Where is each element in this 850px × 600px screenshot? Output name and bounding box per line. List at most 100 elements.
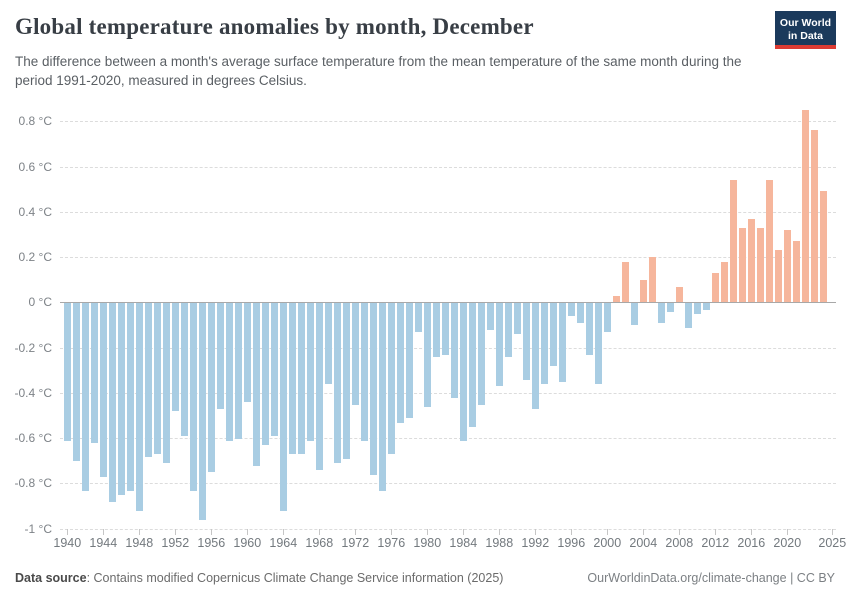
bar-2006[interactable] <box>657 302 665 324</box>
bar-1998[interactable] <box>585 302 593 355</box>
bar-1944[interactable] <box>99 302 107 478</box>
bar-1962[interactable] <box>261 302 269 446</box>
bar-1968[interactable] <box>315 302 323 471</box>
x-tick-label: 1960 <box>233 536 262 550</box>
bar-2021[interactable] <box>792 241 800 303</box>
bar-2020[interactable] <box>783 229 791 303</box>
x-tick <box>139 528 141 535</box>
bar-1948[interactable] <box>135 302 143 511</box>
bar-1981[interactable] <box>432 302 440 358</box>
bar-1956[interactable] <box>207 302 215 473</box>
bar-2005[interactable] <box>648 257 656 303</box>
bar-1960[interactable] <box>243 302 251 403</box>
bar-1952[interactable] <box>171 302 179 412</box>
bar-1982[interactable] <box>441 302 449 355</box>
bar-2000[interactable] <box>603 302 611 333</box>
bar-2024[interactable] <box>819 191 827 303</box>
bar-1959[interactable] <box>234 302 242 439</box>
bar-2002[interactable] <box>621 261 629 303</box>
owid-link[interactable]: OurWorldinData.org/climate-change <box>587 571 787 585</box>
bar-1992[interactable] <box>531 302 539 410</box>
bar-1953[interactable] <box>180 302 188 437</box>
bar-2013[interactable] <box>720 261 728 303</box>
bar-1941[interactable] <box>72 302 80 462</box>
bar-1983[interactable] <box>450 302 458 398</box>
bar-1961[interactable] <box>252 302 260 466</box>
bar-2009[interactable] <box>684 302 692 328</box>
bar-1966[interactable] <box>297 302 305 455</box>
bar-1957[interactable] <box>216 302 224 410</box>
bar-2001[interactable] <box>612 295 620 303</box>
bar-1946[interactable] <box>117 302 125 496</box>
bar-1985[interactable] <box>468 302 476 428</box>
bar-1967[interactable] <box>306 302 314 441</box>
bar-1965[interactable] <box>288 302 296 455</box>
bar-1978[interactable] <box>405 302 413 419</box>
bar-2022[interactable] <box>801 109 809 303</box>
bar-1971[interactable] <box>342 302 350 459</box>
bar-1969[interactable] <box>324 302 332 385</box>
bar-2014[interactable] <box>729 180 737 303</box>
bar-1954[interactable] <box>189 302 197 491</box>
bar-1970[interactable] <box>333 302 341 464</box>
bar-1997[interactable] <box>576 302 584 324</box>
bar-1945[interactable] <box>108 302 116 502</box>
bar-1963[interactable] <box>270 302 278 437</box>
gridline-0.2 °C <box>60 257 836 258</box>
bar-2004[interactable] <box>639 279 647 303</box>
bar-2023[interactable] <box>810 130 818 303</box>
bar-1947[interactable] <box>126 302 134 491</box>
bar-1973[interactable] <box>360 302 368 441</box>
bar-1972[interactable] <box>351 302 359 405</box>
bar-1986[interactable] <box>477 302 485 405</box>
bar-1977[interactable] <box>396 302 404 423</box>
bar-1999[interactable] <box>594 302 602 385</box>
bar-2012[interactable] <box>711 272 719 303</box>
bar-1987[interactable] <box>486 302 494 330</box>
bar-1942[interactable] <box>81 302 89 491</box>
x-tick-label: 2025 <box>818 536 847 550</box>
bar-2008[interactable] <box>675 286 683 303</box>
bar-1976[interactable] <box>387 302 395 455</box>
bar-1984[interactable] <box>459 302 467 441</box>
bar-1989[interactable] <box>504 302 512 358</box>
bar-2010[interactable] <box>693 302 701 315</box>
bar-2017[interactable] <box>756 227 764 303</box>
bar-2003[interactable] <box>630 302 638 326</box>
y-tick-label: -0.8 °C <box>14 476 52 491</box>
bar-1979[interactable] <box>414 302 422 333</box>
bar-1988[interactable] <box>495 302 503 387</box>
bar-2011[interactable] <box>702 302 710 310</box>
bar-1943[interactable] <box>90 302 98 444</box>
y-tick-label: 0.8 °C <box>18 114 52 129</box>
bar-1949[interactable] <box>144 302 152 457</box>
bar-2019[interactable] <box>774 250 782 303</box>
bar-2018[interactable] <box>765 180 773 303</box>
bar-1955[interactable] <box>198 302 206 520</box>
x-tick <box>499 528 501 535</box>
x-tick-label: 2004 <box>629 536 658 550</box>
bar-1964[interactable] <box>279 302 287 511</box>
y-tick-label: -1 °C <box>24 521 52 536</box>
bar-1950[interactable] <box>153 302 161 455</box>
bar-1974[interactable] <box>369 302 377 475</box>
bar-1993[interactable] <box>540 302 548 385</box>
bar-1994[interactable] <box>549 302 557 367</box>
bar-1940[interactable] <box>63 302 71 441</box>
bar-1980[interactable] <box>423 302 431 407</box>
bar-1958[interactable] <box>225 302 233 441</box>
gridline--1 °C <box>60 528 836 530</box>
bar-1990[interactable] <box>513 302 521 335</box>
bar-1951[interactable] <box>162 302 170 464</box>
data-source-note: Data source: Contains modified Copernicu… <box>15 571 503 585</box>
owid-logo[interactable]: Our World in Data <box>775 11 836 49</box>
bar-1991[interactable] <box>522 302 530 380</box>
x-tick-label: 1952 <box>161 536 190 550</box>
bar-2007[interactable] <box>666 302 674 312</box>
bar-1996[interactable] <box>567 302 575 317</box>
bar-2016[interactable] <box>747 218 755 303</box>
bar-2015[interactable] <box>738 227 746 303</box>
bar-1995[interactable] <box>558 302 566 382</box>
x-tick <box>427 528 429 535</box>
bar-1975[interactable] <box>378 302 386 491</box>
